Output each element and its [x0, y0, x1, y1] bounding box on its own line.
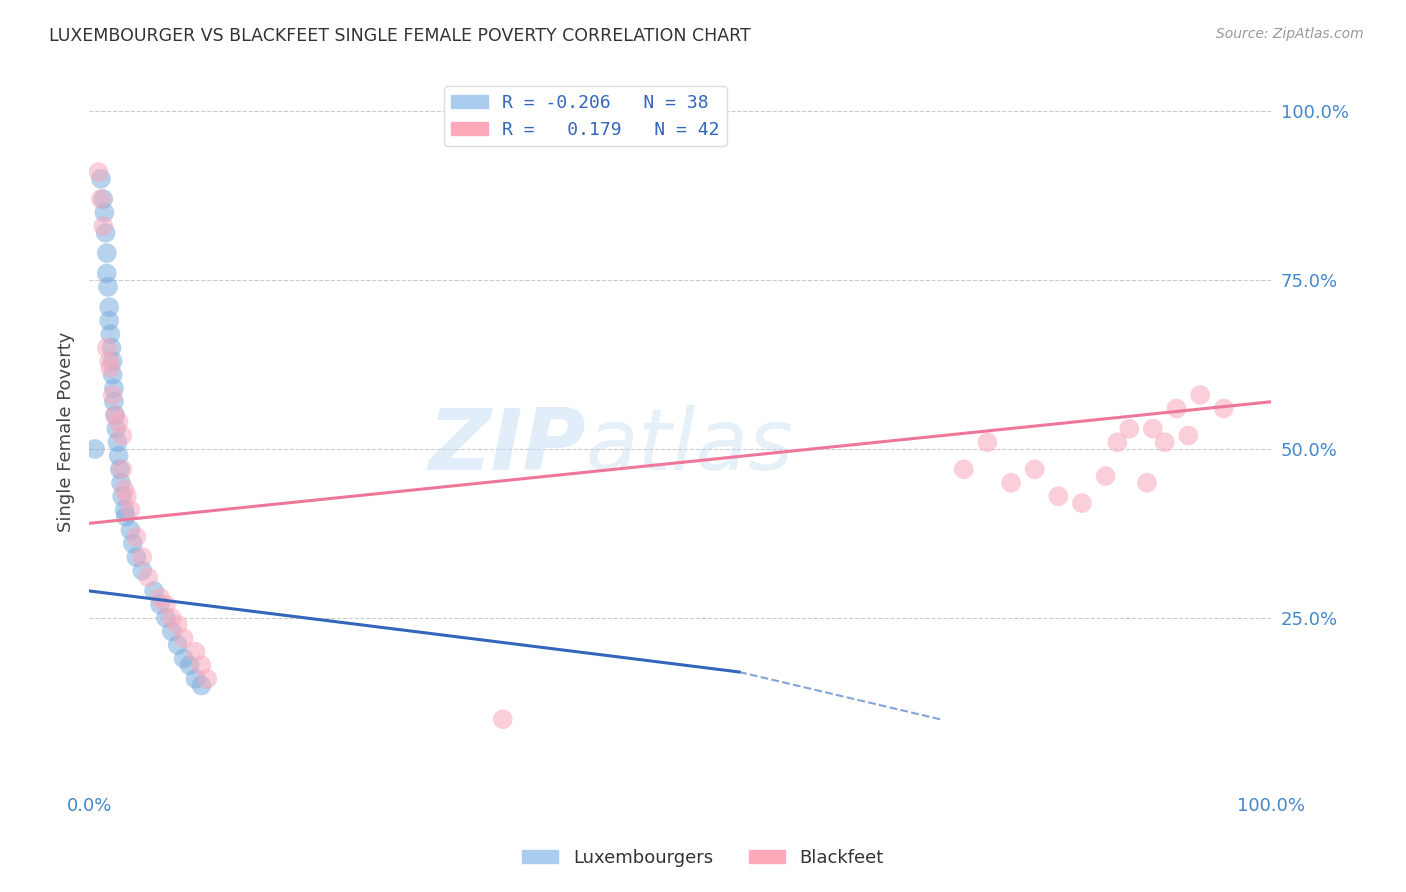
- Point: [96, 266, 118, 280]
- Point: [101, 388, 124, 402]
- Point: [173, 631, 195, 645]
- Point: [98, 327, 121, 342]
- Point: [115, 489, 138, 503]
- Text: LUXEMBOURGER VS BLACKFEET SINGLE FEMALE POVERTY CORRELATION CHART: LUXEMBOURGER VS BLACKFEET SINGLE FEMALE …: [49, 27, 751, 45]
- Point: [100, 341, 122, 355]
- Point: [107, 435, 129, 450]
- Point: [120, 503, 142, 517]
- Point: [136, 570, 159, 584]
- Point: [160, 624, 183, 639]
- Point: [125, 550, 148, 565]
- Point: [98, 361, 121, 376]
- Point: [93, 205, 115, 219]
- Text: ZIP: ZIP: [427, 405, 585, 488]
- Point: [131, 564, 153, 578]
- Point: [121, 536, 143, 550]
- Point: [1000, 475, 1022, 490]
- Point: [98, 354, 121, 368]
- Point: [111, 428, 134, 442]
- Point: [110, 475, 132, 490]
- Point: [1166, 401, 1188, 416]
- Point: [108, 462, 131, 476]
- Point: [91, 192, 114, 206]
- Point: [96, 341, 118, 355]
- Point: [1094, 469, 1116, 483]
- Point: [492, 712, 515, 726]
- Point: [1212, 401, 1234, 416]
- Point: [114, 503, 136, 517]
- Point: [107, 449, 129, 463]
- Point: [98, 300, 121, 314]
- Point: [149, 591, 172, 605]
- Legend: R = -0.206   N = 38, R =   0.179   N = 42: R = -0.206 N = 38, R = 0.179 N = 42: [444, 87, 727, 146]
- Point: [173, 651, 195, 665]
- Point: [104, 409, 127, 423]
- Point: [111, 489, 134, 503]
- Point: [952, 462, 974, 476]
- Point: [101, 354, 124, 368]
- Point: [107, 415, 129, 429]
- Point: [976, 435, 998, 450]
- Point: [1136, 475, 1159, 490]
- Point: [97, 280, 120, 294]
- Point: [184, 672, 207, 686]
- Point: [96, 246, 118, 260]
- Point: [195, 672, 218, 686]
- Point: [1142, 422, 1164, 436]
- Point: [131, 550, 153, 565]
- Point: [1177, 428, 1199, 442]
- Point: [160, 611, 183, 625]
- Point: [105, 422, 128, 436]
- Point: [166, 617, 188, 632]
- Point: [155, 598, 177, 612]
- Point: [125, 530, 148, 544]
- Point: [155, 611, 177, 625]
- Point: [104, 409, 127, 423]
- Point: [1118, 422, 1140, 436]
- Point: [94, 226, 117, 240]
- Point: [190, 678, 212, 692]
- Point: [1071, 496, 1094, 510]
- Point: [90, 192, 112, 206]
- Text: Source: ZipAtlas.com: Source: ZipAtlas.com: [1216, 27, 1364, 41]
- Point: [166, 638, 188, 652]
- Y-axis label: Single Female Poverty: Single Female Poverty: [58, 332, 75, 533]
- Point: [103, 381, 125, 395]
- Point: [184, 645, 207, 659]
- Text: atlas: atlas: [585, 405, 793, 488]
- Point: [149, 598, 172, 612]
- Point: [114, 483, 136, 497]
- Point: [1107, 435, 1129, 450]
- Point: [101, 368, 124, 382]
- Point: [91, 219, 114, 233]
- Point: [98, 313, 121, 327]
- Point: [84, 442, 107, 456]
- Point: [190, 658, 212, 673]
- Point: [143, 583, 166, 598]
- Point: [1047, 489, 1070, 503]
- Point: [1189, 388, 1212, 402]
- Point: [90, 171, 112, 186]
- Point: [111, 462, 134, 476]
- Point: [179, 658, 201, 673]
- Point: [103, 394, 125, 409]
- Legend: Luxembourgers, Blackfeet: Luxembourgers, Blackfeet: [515, 842, 891, 874]
- Point: [1024, 462, 1046, 476]
- Point: [120, 523, 142, 537]
- Point: [114, 509, 136, 524]
- Point: [87, 165, 110, 179]
- Point: [1153, 435, 1175, 450]
